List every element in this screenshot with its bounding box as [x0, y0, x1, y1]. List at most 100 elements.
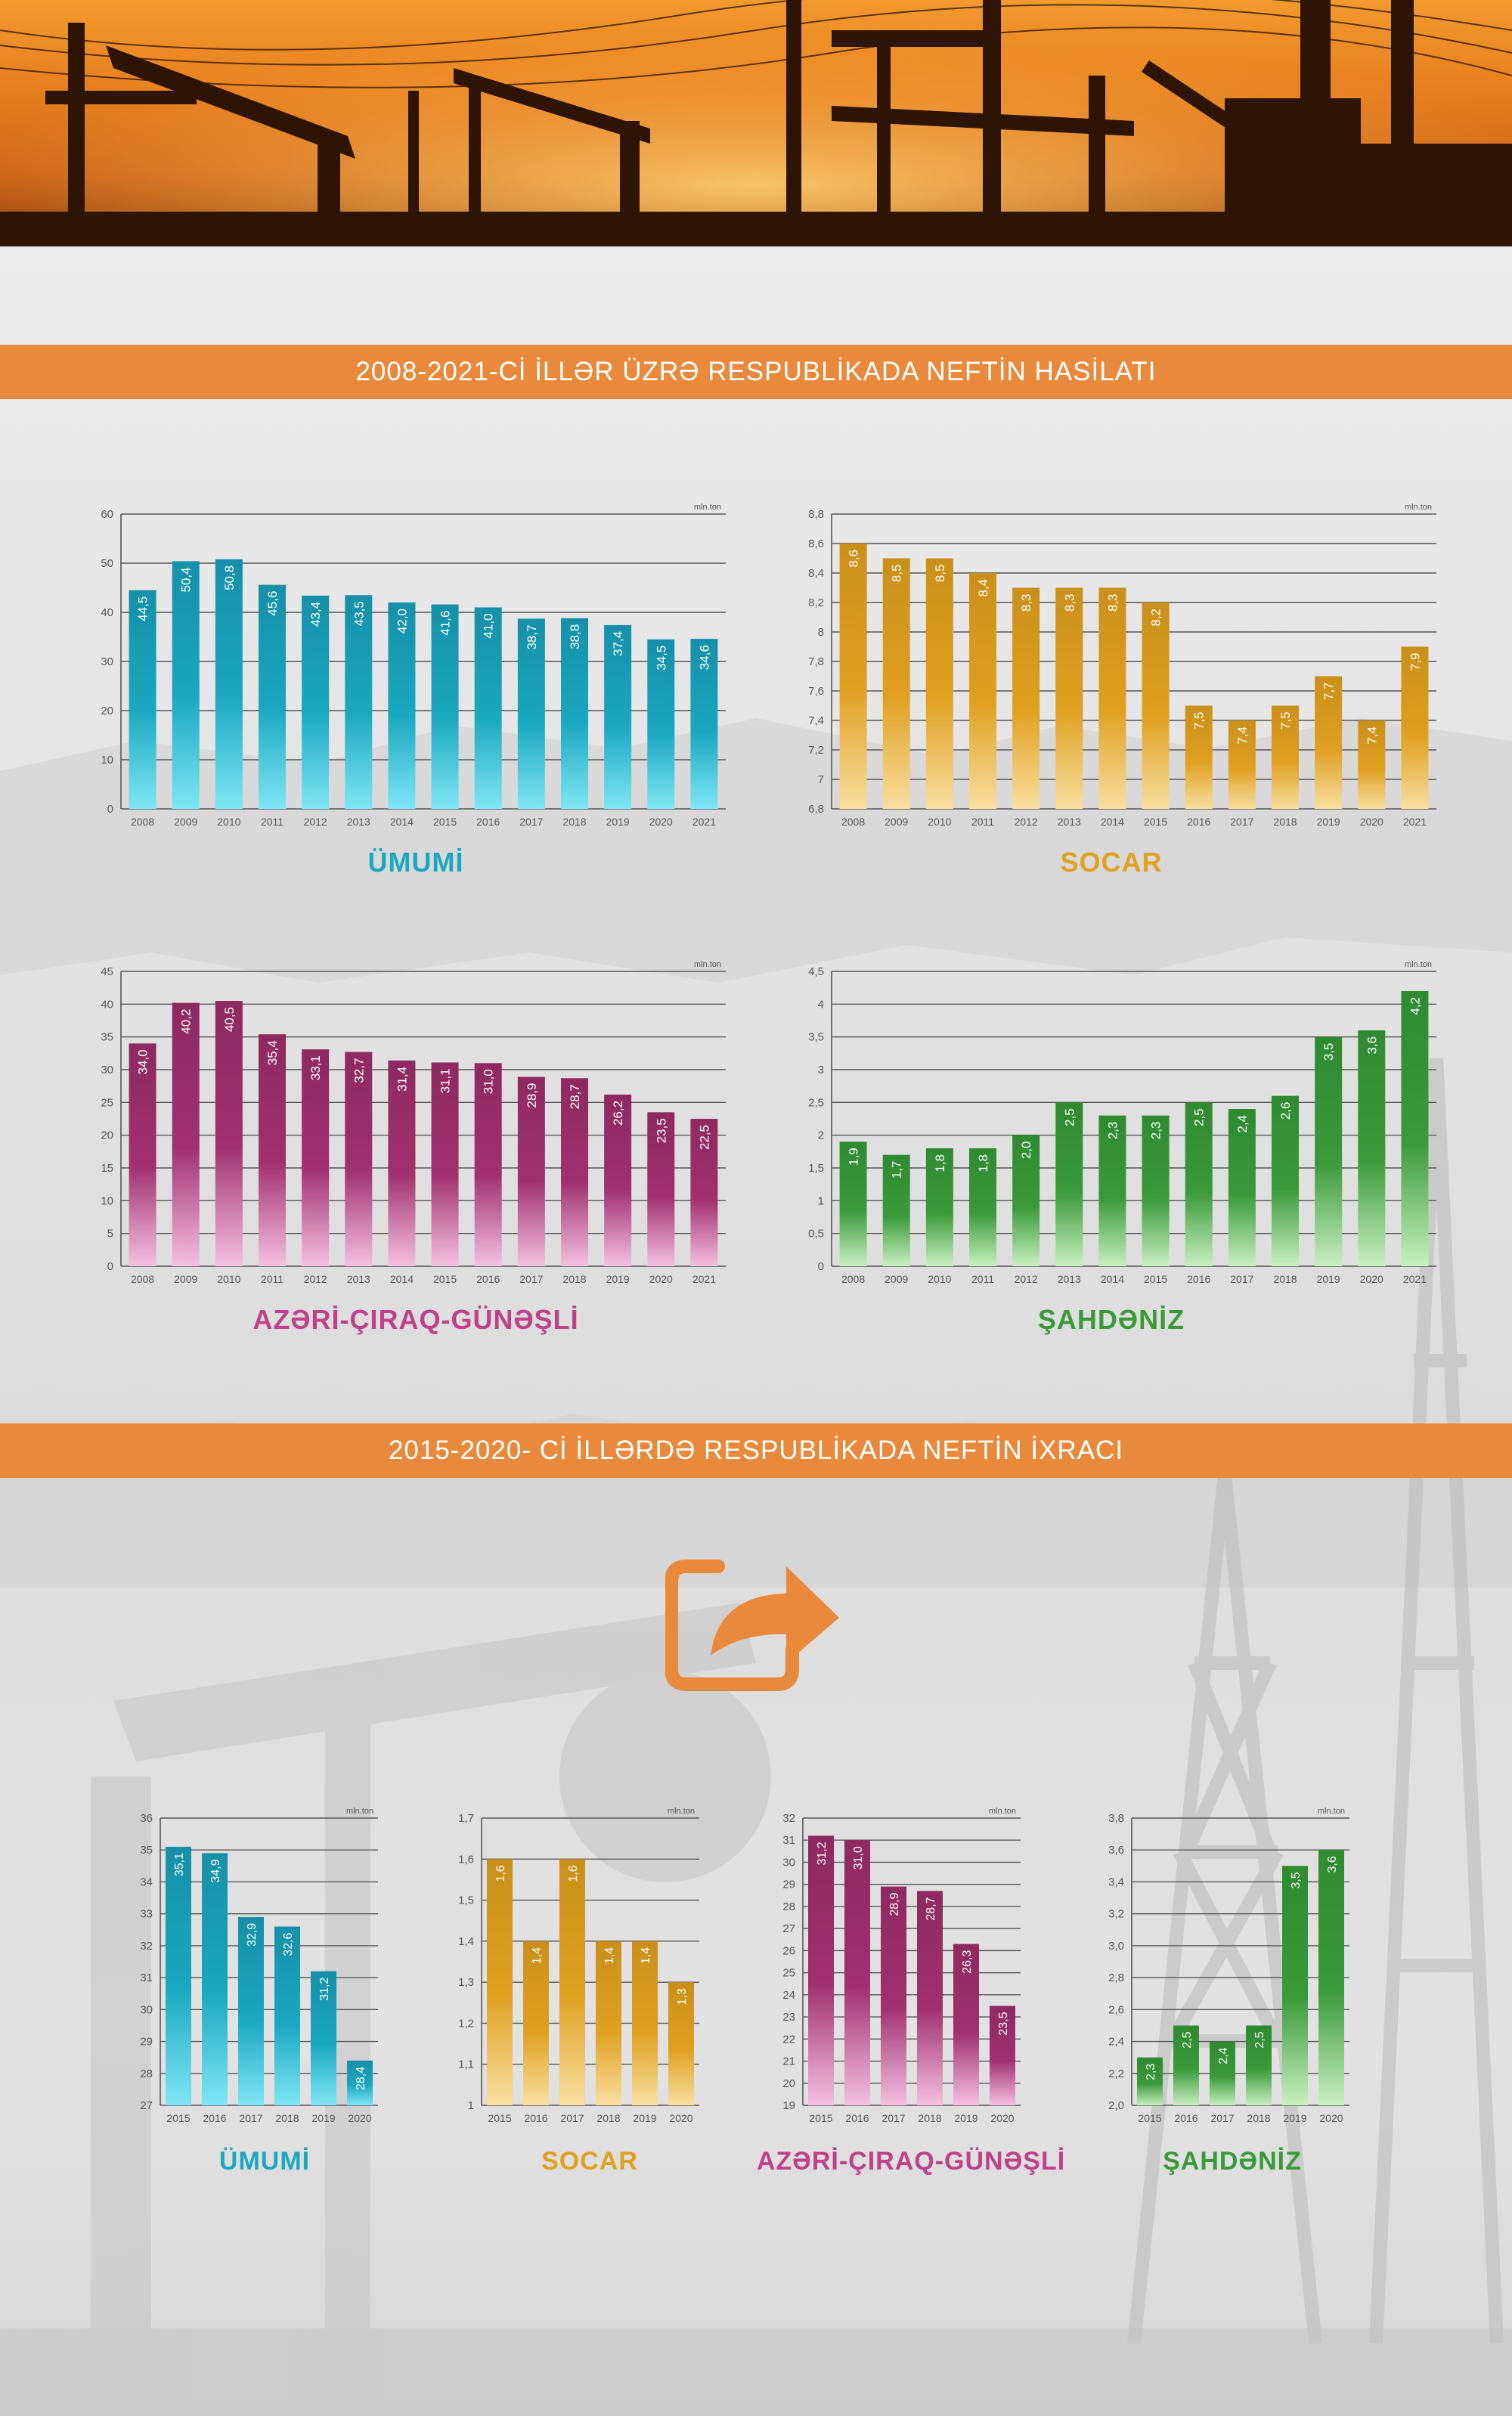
x-tick-label: 2021 [692, 816, 716, 828]
bar-2009 [882, 1154, 910, 1266]
bar-2009 [172, 1002, 200, 1266]
bar-2018 [274, 1926, 300, 2105]
x-tick-label: 2016 [845, 2112, 869, 2124]
y-tick-label: 7,8 [808, 655, 824, 668]
bar-value-label: 3,5 [1290, 1872, 1303, 1888]
bar-2018 [917, 1891, 943, 2105]
bar-2019 [1315, 676, 1343, 809]
bar-2017 [238, 1916, 264, 2105]
bar-value-label: 7,9 [1408, 653, 1422, 671]
bar-value-label: 31,2 [318, 1978, 331, 2001]
export-share-icon [665, 1560, 839, 1691]
bar-2012 [302, 1049, 330, 1266]
y-tick-label: 40 [101, 606, 113, 619]
y-tick-label: 1,4 [458, 1935, 474, 1948]
y-tick-label: 27 [140, 2099, 153, 2112]
bar-value-label: 28,9 [525, 1083, 539, 1108]
bar-value-label: 26,2 [611, 1101, 625, 1126]
y-tick-label: 50 [101, 557, 113, 570]
x-tick-label: 2015 [809, 2112, 832, 2124]
export-section-banner: 2015-2020- Cİ İLLƏRDƏ RESPUBLİKADA NEFTİ… [0, 1423, 1512, 1478]
bar-value-label: 35,4 [265, 1040, 280, 1065]
chart-production-acg: 0 5 10 15 20 25 30 35 40 45 mln.ton 34,0 2008 40,2 200… [68, 956, 733, 1304]
bar-2020 [990, 2006, 1015, 2105]
bar-value-label: 34,0 [136, 1049, 150, 1074]
bar-value-label: 31,1 [438, 1068, 453, 1093]
y-tick-label: 6,8 [808, 803, 824, 816]
bar-value-label: 1,4 [640, 1947, 652, 1964]
unit-label: mln.ton [1318, 1807, 1345, 1816]
y-tick-label: 29 [782, 1879, 795, 1891]
y-tick-label: 30 [101, 655, 113, 668]
y-tick-label: 1 [818, 1194, 824, 1207]
x-tick-label: 2008 [841, 816, 865, 828]
bar-value-label: 22,5 [697, 1125, 711, 1150]
x-tick-label: 2019 [606, 1273, 630, 1285]
bar-value-label: 8,3 [1105, 594, 1120, 612]
bar-value-label: 50,8 [222, 565, 237, 590]
y-tick-label: 7,6 [808, 685, 824, 698]
bar-value-label: 31,2 [816, 1841, 829, 1865]
bar-value-label: 2,5 [1192, 1108, 1207, 1126]
production-section-banner: 2008-2021-Cİ İLLƏR ÜZRƏ RESPUBLİKADA NEF… [0, 345, 1512, 399]
bar-value-label: 32,9 [246, 1923, 259, 1947]
bar-2017 [517, 618, 545, 809]
bar-value-label: 31,0 [482, 1069, 496, 1094]
unit-label: mln.ton [346, 1807, 373, 1816]
x-tick-label: 2015 [166, 2112, 190, 2124]
x-tick-label: 2015 [1144, 1273, 1167, 1285]
bar-2020 [1318, 1850, 1344, 2105]
y-tick-label: 24 [782, 1989, 795, 2002]
x-tick-label: 2013 [1058, 816, 1081, 828]
y-tick-label: 1,5 [458, 1894, 474, 1907]
bar-2019 [1282, 1866, 1308, 2105]
x-tick-label: 2016 [476, 1273, 500, 1285]
bar-2016 [202, 1853, 228, 2105]
y-tick-label: 10 [101, 1194, 113, 1207]
x-tick-label: 2017 [1210, 2112, 1234, 2124]
bar-value-label: 8,6 [847, 550, 861, 568]
bar-2013 [1055, 1102, 1083, 1266]
bar-value-label: 7,4 [1365, 726, 1379, 745]
x-tick-label: 2013 [347, 816, 370, 828]
bar-2016 [1185, 1102, 1213, 1266]
bar-value-label: 8,5 [890, 565, 904, 583]
bar-2016 [1173, 2025, 1199, 2105]
x-tick-label: 2012 [1015, 816, 1038, 828]
bar-2017 [1210, 2041, 1235, 2105]
x-tick-label: 2016 [1174, 2112, 1198, 2124]
chart-title-production-shahdeniz: ŞAHDƏNİZ [1037, 1304, 1185, 1335]
x-tick-label: 2014 [390, 1273, 414, 1285]
bar-2010 [215, 1001, 243, 1266]
bar-2019 [953, 1944, 979, 2105]
bar-2017 [517, 1076, 545, 1266]
x-tick-label: 2019 [633, 2112, 656, 2124]
unit-label: mln.ton [989, 1807, 1016, 1816]
y-tick-label: 40 [101, 998, 113, 1011]
x-tick-label: 2017 [1230, 1273, 1253, 1285]
y-tick-label: 26 [782, 1944, 795, 1957]
y-tick-label: 15 [101, 1162, 113, 1175]
x-tick-label: 2017 [239, 2112, 262, 2124]
bar-2019 [1315, 1036, 1343, 1266]
y-tick-label: 3,0 [1108, 1940, 1124, 1953]
x-tick-label: 2008 [131, 1273, 154, 1285]
x-tick-label: 2009 [885, 1273, 908, 1285]
bar-2020 [347, 2060, 373, 2105]
bar-value-label: 23,5 [997, 2012, 1010, 2035]
y-tick-label: 8,6 [808, 537, 824, 550]
bar-value-label: 41,0 [482, 614, 496, 639]
bar-value-label: 3,6 [1326, 1856, 1339, 1872]
bar-value-label: 2,4 [1217, 2047, 1230, 2064]
bar-2018 [561, 618, 588, 809]
bar-value-label: 50,4 [179, 567, 194, 592]
bar-value-label: 4,2 [1408, 997, 1422, 1015]
bar-value-label: 2,3 [1149, 1122, 1163, 1140]
chart-title-export-shahdeniz: ŞAHDƏNİZ [1163, 2147, 1302, 2176]
bar-value-label: 7,7 [1321, 683, 1336, 701]
bar-2014 [388, 602, 416, 809]
hero-oil-field-image [0, 0, 1512, 246]
y-tick-label: 7,2 [808, 744, 824, 757]
y-tick-label: 3,6 [1108, 1844, 1124, 1857]
x-tick-label: 2009 [174, 1273, 197, 1285]
